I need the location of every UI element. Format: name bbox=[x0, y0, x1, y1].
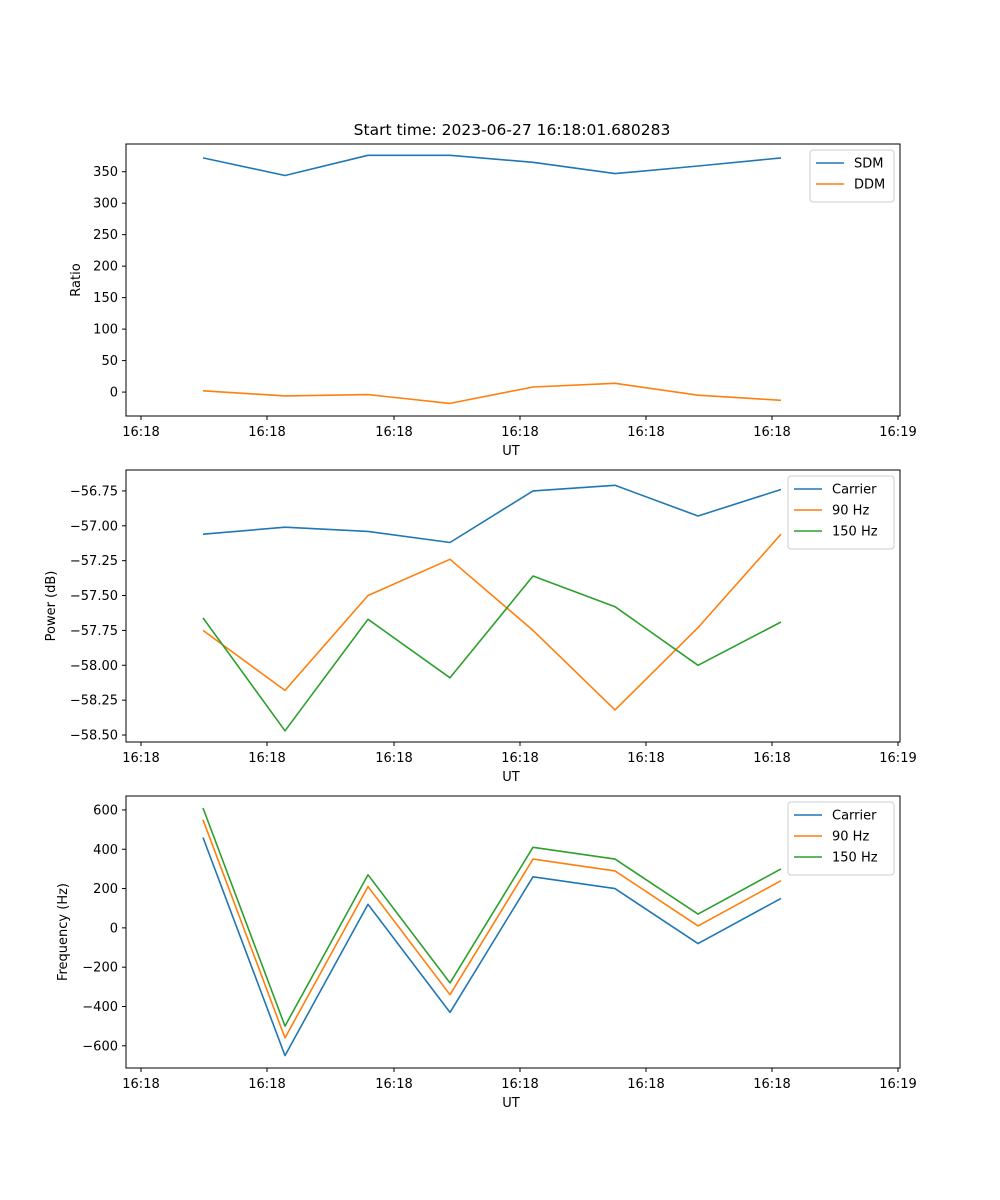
y-tick-label: 200 bbox=[93, 260, 118, 275]
axes-frame bbox=[125, 143, 901, 417]
x-tick-label: 16:18 bbox=[501, 751, 538, 766]
y-tick-label: −58.25 bbox=[70, 694, 118, 709]
series-line-carrier bbox=[202, 837, 782, 1057]
x-tick-label: 16:18 bbox=[375, 425, 412, 440]
y-tick-label: 350 bbox=[93, 165, 118, 180]
y-tick-label: 100 bbox=[93, 323, 118, 338]
series-line-90-hz bbox=[202, 533, 782, 711]
legend-label: DDM bbox=[854, 178, 885, 193]
x-tick-label: 16:18 bbox=[122, 751, 159, 766]
y-tick-label: −57.50 bbox=[70, 589, 118, 604]
legend-label: Carrier bbox=[832, 483, 877, 498]
x-tick-label: 16:18 bbox=[122, 425, 159, 440]
series-line-sdm bbox=[202, 154, 782, 177]
x-tick-label: 16:19 bbox=[879, 1077, 916, 1092]
y-tick-label: −58.50 bbox=[70, 729, 118, 744]
y-tick-label: 0 bbox=[110, 921, 118, 936]
series-line-carrier bbox=[202, 484, 782, 544]
y-tick-label: −57.00 bbox=[70, 519, 118, 534]
y-tick-label: −200 bbox=[82, 961, 118, 976]
legend-label: SDM bbox=[854, 157, 883, 172]
series-line-150-hz bbox=[202, 575, 782, 732]
x-tick-label: 16:18 bbox=[375, 751, 412, 766]
legend: Carrier 90 Hz 150 Hz bbox=[787, 475, 895, 550]
y-tick-label: 400 bbox=[93, 843, 118, 858]
y-tick-label: 300 bbox=[93, 197, 118, 212]
x-tick-label: 16:18 bbox=[375, 1077, 412, 1092]
y-tick-label: −57.75 bbox=[70, 624, 118, 639]
chart-panel-2: 16:18 16:18 16:18 16:18 16:18 16:18 16:19 −58.5… bbox=[44, 469, 917, 785]
y-tick-label: 600 bbox=[93, 803, 118, 818]
x-tick-label: 16:18 bbox=[753, 1077, 790, 1092]
legend-label: 90 Hz bbox=[832, 504, 869, 519]
y-tick-label: −56.75 bbox=[70, 484, 118, 499]
chart-panel-1: 16:18 16:18 16:18 16:18 16:18 16:18 16:19 0 50 10… bbox=[69, 143, 917, 459]
y-axis-label: Power (dB) bbox=[44, 571, 59, 642]
series-line-150-hz bbox=[202, 807, 782, 1027]
y-tick-label: 150 bbox=[93, 291, 118, 306]
x-tick-label: 16:18 bbox=[627, 425, 664, 440]
x-tick-label: 16:18 bbox=[248, 1077, 285, 1092]
y-tick-label: −57.25 bbox=[70, 554, 118, 569]
x-tick-label: 16:18 bbox=[753, 751, 790, 766]
x-tick-label: 16:18 bbox=[248, 425, 285, 440]
legend: SDM DDM bbox=[809, 149, 895, 203]
chart-panel-3: 16:18 16:18 16:18 16:18 16:18 16:18 16:19 −600 −… bbox=[56, 795, 917, 1111]
x-tick-label: 16:18 bbox=[627, 751, 664, 766]
legend-label: 150 Hz bbox=[832, 525, 878, 540]
x-axis-label: UT bbox=[502, 1096, 520, 1111]
x-tick-label: 16:18 bbox=[501, 425, 538, 440]
y-tick-label: −58.00 bbox=[70, 659, 118, 674]
x-tick-label: 16:18 bbox=[627, 1077, 664, 1092]
series-line-90-hz bbox=[202, 819, 782, 1039]
y-tick-label: 0 bbox=[110, 386, 118, 401]
y-axis-label: Frequency (Hz) bbox=[56, 883, 71, 981]
x-tick-label: 16:18 bbox=[122, 1077, 159, 1092]
axes-frame bbox=[125, 469, 901, 743]
y-tick-label: −400 bbox=[82, 1000, 118, 1015]
x-tick-label: 16:18 bbox=[501, 1077, 538, 1092]
y-tick-label: 200 bbox=[93, 882, 118, 897]
y-tick-label: 250 bbox=[93, 228, 118, 243]
axes-frame bbox=[125, 795, 901, 1069]
y-axis-label: Ratio bbox=[69, 263, 84, 296]
legend: Carrier 90 Hz 150 Hz bbox=[787, 801, 895, 876]
series-line-ddm bbox=[202, 382, 782, 405]
x-tick-label: 16:19 bbox=[879, 425, 916, 440]
figure-title: Start time: 2023-06-27 16:18:01.680283 bbox=[354, 121, 671, 139]
legend-label: Carrier bbox=[832, 809, 877, 824]
legend-label: 150 Hz bbox=[832, 851, 878, 866]
y-tick-label: 50 bbox=[101, 354, 118, 369]
x-tick-label: 16:18 bbox=[753, 425, 790, 440]
x-tick-label: 16:19 bbox=[879, 751, 916, 766]
x-axis-label: UT bbox=[502, 770, 520, 785]
x-axis-label: UT bbox=[502, 444, 520, 459]
y-tick-label: −600 bbox=[82, 1039, 118, 1054]
x-tick-label: 16:18 bbox=[248, 751, 285, 766]
legend-label: 90 Hz bbox=[832, 830, 869, 845]
